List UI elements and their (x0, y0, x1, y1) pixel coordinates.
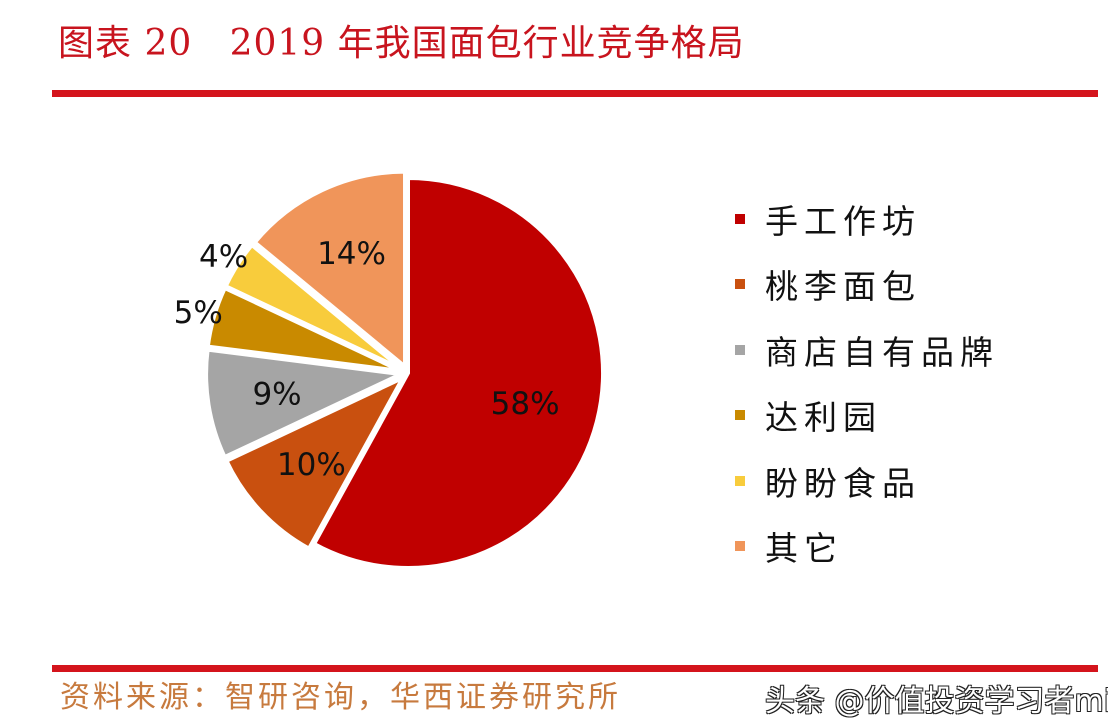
legend-label: 其它 (765, 529, 843, 569)
bottom-divider (52, 665, 1098, 672)
pie-slice-5 (251, 169, 408, 371)
pie-slice-3 (205, 285, 403, 374)
data-label-3: 5% (174, 295, 223, 331)
pie-slice-4 (222, 242, 404, 372)
legend-swatch (735, 475, 745, 486)
legend-item: 达利园 (735, 383, 999, 449)
pie-slice-0 (311, 175, 605, 570)
chart-title: 图表 20 2019 年我国面包行业竞争格局 (58, 23, 745, 64)
data-label-2: 9% (252, 377, 301, 413)
legend-item: 商店自有品牌 (735, 317, 999, 383)
legend-item: 手工作坊 (735, 186, 999, 252)
data-label-4: 4% (199, 239, 248, 275)
legend-swatch (735, 541, 745, 552)
legend-item: 其它 (735, 514, 999, 580)
legend-item: 盼盼食品 (735, 448, 999, 514)
data-label-5: 14% (317, 236, 386, 272)
pie-slice-2 (204, 347, 409, 460)
legend-swatch (735, 213, 745, 224)
source-note: 资料来源：智研咨询，华西证券研究所 (60, 680, 621, 715)
legend-swatch (735, 344, 745, 355)
legend-swatch (735, 279, 745, 290)
legend-swatch (735, 410, 745, 421)
legend-label: 桃李面包 (765, 267, 921, 307)
legend-item: 桃李面包 (735, 252, 999, 318)
legend-label: 盼盼食品 (765, 463, 921, 503)
data-label-1: 10% (277, 447, 346, 483)
legend-label: 达利园 (765, 398, 882, 438)
top-divider (52, 90, 1098, 97)
legend: 手工作坊桃李面包商店自有品牌 达利园盼盼食品其它 (735, 186, 999, 579)
data-label-0: 58% (491, 386, 560, 422)
watermark: 头条 @价值投资学习者miki (765, 684, 1108, 719)
legend-label: 手工作坊 (765, 201, 921, 241)
legend-label: 商店自有品牌 (765, 332, 999, 372)
pie-slice-1 (223, 373, 408, 552)
